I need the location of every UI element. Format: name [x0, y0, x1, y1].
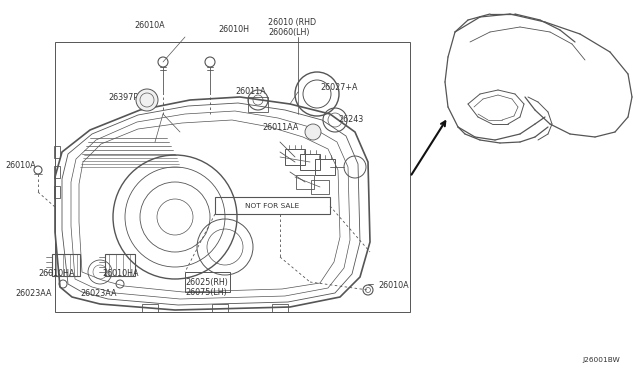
Circle shape: [136, 89, 158, 111]
Text: 26243: 26243: [338, 115, 364, 124]
Text: NOT FOR SALE: NOT FOR SALE: [245, 203, 299, 209]
Text: 26011A: 26011A: [235, 87, 266, 96]
Text: 26023AA: 26023AA: [80, 289, 116, 298]
Text: 26010A: 26010A: [134, 22, 165, 31]
Text: 26010 (RHD: 26010 (RHD: [268, 19, 316, 28]
Text: 26010HA: 26010HA: [38, 269, 74, 279]
Text: 26011AA: 26011AA: [262, 122, 298, 131]
Text: 26027+A: 26027+A: [320, 83, 358, 92]
Text: 26010H: 26010H: [218, 26, 249, 35]
Text: J26001BW: J26001BW: [582, 357, 620, 363]
Text: 26023AA: 26023AA: [15, 289, 51, 298]
Text: 26397P: 26397P: [108, 93, 138, 102]
Text: 26010A: 26010A: [378, 282, 408, 291]
Circle shape: [305, 124, 321, 140]
Text: 26010A: 26010A: [5, 160, 36, 170]
Text: 26010HA: 26010HA: [102, 269, 138, 279]
Text: 26060(LH): 26060(LH): [268, 28, 310, 36]
Text: 26075(LH): 26075(LH): [185, 289, 227, 298]
Text: 26025(RH): 26025(RH): [185, 279, 228, 288]
